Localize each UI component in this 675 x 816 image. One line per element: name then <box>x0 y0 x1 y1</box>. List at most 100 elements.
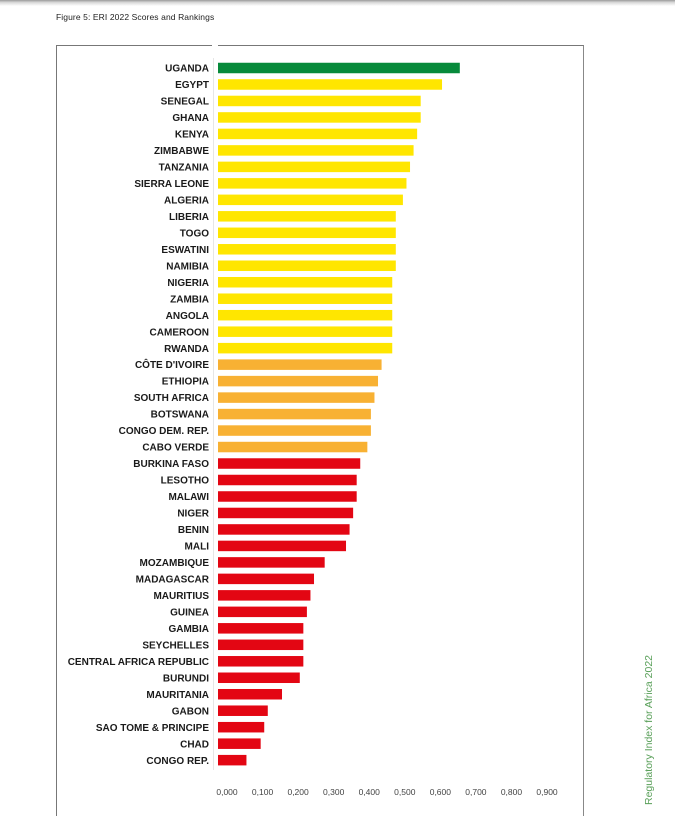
bar <box>218 705 268 716</box>
x-tick-label: 0,300 <box>323 787 345 797</box>
bar <box>218 79 443 90</box>
category-label: GABON <box>172 706 209 717</box>
category-label: GUINEA <box>170 607 209 618</box>
side-running-title: Regulatory Index for Africa 2022 <box>643 654 655 805</box>
category-label: ANGOLA <box>166 311 209 322</box>
bar <box>218 260 396 272</box>
category-label: SEYCHELLES <box>142 640 209 651</box>
bar <box>218 161 411 173</box>
bar <box>218 507 354 519</box>
bar <box>218 425 371 436</box>
category-label: BURKINA FASO <box>133 459 209 470</box>
bar <box>218 392 375 403</box>
bars <box>218 62 460 766</box>
bar <box>218 623 304 634</box>
category-label: MAURITANIA <box>146 690 209 701</box>
category-label: RWANDA <box>164 344 209 355</box>
x-tick-labels: 0,000 0,100 0,200 0,300 0,400 0,500 0,600 0,700… <box>216 787 558 797</box>
category-label: CÔTE D'IVOIRE <box>135 358 209 371</box>
category-label: MALI <box>185 542 210 553</box>
bar <box>218 491 357 502</box>
bar <box>218 656 304 667</box>
bar <box>218 128 418 140</box>
category-label: BENIN <box>178 525 209 536</box>
bar <box>218 276 393 288</box>
bar <box>218 441 368 453</box>
bar <box>218 573 315 585</box>
category-label: SENEGAL <box>161 97 209 108</box>
category-label: CAMEROON <box>150 327 209 338</box>
x-tick-label: 0,500 <box>394 787 416 797</box>
bar <box>218 408 371 420</box>
bar <box>218 672 300 684</box>
category-label: ALGERIA <box>164 195 209 206</box>
bar <box>218 211 396 222</box>
category-label: MADAGASCAR <box>136 574 210 585</box>
bar <box>218 342 393 354</box>
bar <box>218 293 393 304</box>
bar-chart: UGANDA EGYPT SENEGAL GHANA KENYA ZIMBABWE TANZ… <box>68 62 558 797</box>
x-tick-label: 0,900 <box>536 787 558 797</box>
category-label: ESWATINI <box>161 245 209 256</box>
figure-title: Figure 5: ERI 2022 Scores and Rankings <box>56 12 215 22</box>
bar <box>218 458 361 469</box>
category-label: CONGO REP. <box>146 756 209 767</box>
category-label: ZIMBABWE <box>154 146 209 157</box>
category-label: EGYPT <box>175 80 209 91</box>
x-tick-label: 0,600 <box>430 787 452 797</box>
category-label: BOTSWANA <box>151 410 209 421</box>
category-label: NIGERIA <box>167 278 209 289</box>
x-tick-label: 0,000 <box>216 787 238 797</box>
bar <box>218 754 247 766</box>
category-labels: UGANDA EGYPT SENEGAL GHANA KENYA ZIMBABWE TANZ… <box>68 64 210 767</box>
bar <box>218 524 350 535</box>
category-axis-line <box>213 58 214 770</box>
frame-gap <box>212 44 218 47</box>
x-tick-label: 0,400 <box>359 787 381 797</box>
bar <box>218 606 307 618</box>
x-tick-label: 0,700 <box>465 787 487 797</box>
bar <box>218 145 414 156</box>
bar <box>218 326 393 337</box>
category-label: MALAWI <box>168 492 209 503</box>
category-label: SIERRA LEONE <box>134 179 209 190</box>
category-label: GHANA <box>172 113 209 124</box>
bar <box>218 194 403 206</box>
category-label: MAURITIUS <box>153 591 209 602</box>
bar <box>218 178 407 189</box>
bar <box>218 557 325 568</box>
category-label: ETHIOPIA <box>162 377 209 388</box>
bar <box>218 359 382 370</box>
bar <box>218 95 421 107</box>
bar <box>218 474 357 486</box>
category-label: NAMIBIA <box>166 261 209 272</box>
category-label: CHAD <box>180 739 209 750</box>
category-label: KENYA <box>175 130 209 141</box>
bar <box>218 540 347 552</box>
bar <box>218 244 396 255</box>
category-label: GAMBIA <box>168 624 209 635</box>
bar <box>218 62 460 74</box>
bar <box>218 112 421 123</box>
category-label: CENTRAL AFRICA REPUBLIC <box>68 657 209 668</box>
category-label: LESOTHO <box>161 476 210 487</box>
bar <box>218 375 379 387</box>
x-tick-label: 0,800 <box>501 787 523 797</box>
category-label: SAO TOME & PRINCIPE <box>96 723 209 734</box>
category-label: ZAMBIA <box>170 294 209 305</box>
category-label: CONGO DEM. REP. <box>119 426 210 437</box>
category-label: UGANDA <box>165 64 209 75</box>
top-shadow <box>0 0 675 6</box>
category-label: TANZANIA <box>159 162 209 173</box>
category-label: LIBERIA <box>169 212 209 223</box>
bar <box>218 227 396 239</box>
bar <box>218 590 311 601</box>
bar <box>218 688 283 700</box>
category-label: SOUTH AFRICA <box>134 393 209 404</box>
bar <box>218 721 265 733</box>
bar <box>218 309 393 321</box>
bar <box>218 738 261 749</box>
category-label: MOZAMBIQUE <box>140 558 210 569</box>
chart-frame <box>56 45 584 816</box>
category-label: NIGER <box>177 509 209 520</box>
